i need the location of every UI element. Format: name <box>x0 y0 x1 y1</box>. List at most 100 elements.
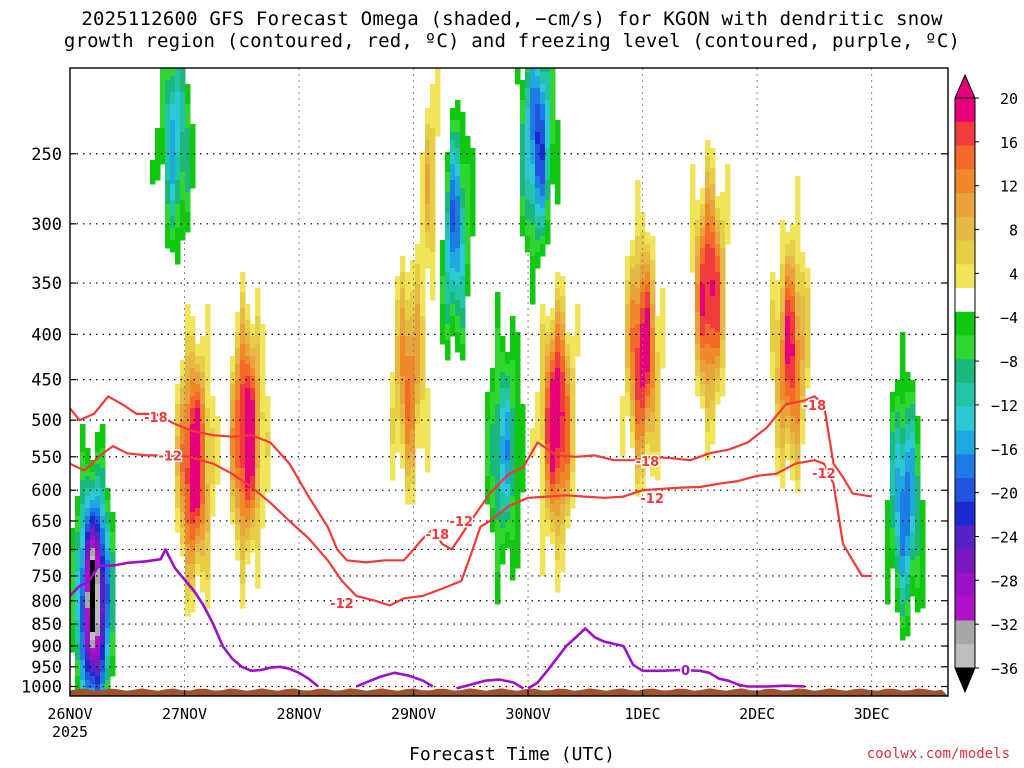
omega-cell <box>720 376 726 381</box>
omega-cell <box>170 192 176 197</box>
omega-cell <box>410 412 416 417</box>
omega-cell <box>430 232 436 237</box>
omega-cell <box>535 216 541 221</box>
omega-cell <box>465 200 471 205</box>
omega-cell <box>705 156 711 161</box>
omega-cell <box>645 368 651 373</box>
omega-cell <box>260 500 266 505</box>
omega-cell <box>180 548 186 553</box>
omega-cell <box>450 276 456 281</box>
omega-cell <box>390 400 396 405</box>
omega-cell <box>630 308 636 313</box>
omega-cell <box>540 92 546 97</box>
omega-cell <box>205 548 211 553</box>
omega-cell <box>450 304 456 309</box>
omega-cell <box>200 468 206 473</box>
omega-cell <box>775 332 781 337</box>
omega-cell <box>775 364 781 369</box>
omega-cell <box>205 464 211 469</box>
omega-cell <box>710 256 716 261</box>
omega-cell <box>255 448 261 453</box>
omega-cell <box>80 580 86 585</box>
omega-cell <box>575 336 581 341</box>
omega-cell <box>260 476 266 481</box>
omega-cell <box>450 308 456 313</box>
omega-cell <box>540 248 546 253</box>
omega-cell <box>710 436 716 441</box>
omega-cell <box>510 512 516 517</box>
omega-cell <box>95 528 101 533</box>
omega-cell <box>485 432 491 437</box>
omega-cell <box>570 356 576 361</box>
omega-cell <box>530 284 536 289</box>
omega-cell <box>205 480 211 485</box>
omega-cell <box>195 348 201 353</box>
omega-cell <box>490 376 496 381</box>
omega-cell <box>430 132 436 137</box>
omega-cell <box>255 556 261 561</box>
omega-cell <box>785 392 791 397</box>
omega-cell <box>420 292 426 297</box>
omega-cell <box>430 180 436 185</box>
omega-cell <box>465 180 471 185</box>
omega-cell <box>180 412 186 417</box>
omega-cell <box>785 448 791 453</box>
omega-cell <box>165 180 171 185</box>
omega-cell <box>165 140 171 145</box>
omega-cell <box>425 124 431 129</box>
omega-cell <box>400 284 406 289</box>
omega-cell <box>240 320 246 325</box>
omega-cell <box>245 436 251 441</box>
omega-cell <box>540 140 546 145</box>
omega-cell <box>470 180 476 185</box>
omega-cell <box>530 160 536 165</box>
omega-cell <box>570 468 576 473</box>
omega-cell <box>505 532 511 537</box>
omega-cell <box>420 344 426 349</box>
omega-cell <box>540 364 546 369</box>
omega-cell <box>560 552 566 557</box>
omega-cell <box>710 220 716 225</box>
omega-cell <box>450 184 456 189</box>
omega-cell <box>495 540 501 545</box>
omega-cell <box>700 364 706 369</box>
omega-cell <box>800 268 806 273</box>
omega-cell <box>75 680 81 685</box>
omega-cell <box>805 336 811 341</box>
omega-cell <box>790 224 796 229</box>
omega-cell <box>555 128 561 133</box>
omega-cell <box>520 480 526 485</box>
omega-cell <box>790 276 796 281</box>
omega-cell <box>185 308 191 313</box>
omega-cell <box>515 356 521 361</box>
omega-cell <box>245 308 251 313</box>
omega-cell <box>455 248 461 253</box>
omega-cell <box>710 416 716 421</box>
omega-cell <box>175 104 181 109</box>
omega-cell <box>90 532 96 537</box>
omega-cell <box>550 152 556 157</box>
omega-cell <box>95 560 101 565</box>
omega-cell <box>155 148 161 153</box>
omega-cell <box>520 116 526 121</box>
omega-cell <box>640 412 646 417</box>
omega-cell <box>100 508 106 513</box>
omega-cell <box>200 336 206 341</box>
omega-cell <box>210 484 216 489</box>
omega-cell <box>450 196 456 201</box>
omega-cell <box>175 152 181 157</box>
omega-cell <box>255 324 261 329</box>
omega-cell <box>795 348 801 353</box>
omega-cell <box>445 264 451 269</box>
omega-cell <box>715 236 721 241</box>
omega-cell <box>545 348 551 353</box>
omega-cell <box>420 172 426 177</box>
omega-cell <box>695 236 701 241</box>
omega-cell <box>780 404 786 409</box>
omega-cell <box>110 552 116 557</box>
omega-cell <box>775 348 781 353</box>
omega-cell <box>800 364 806 369</box>
omega-cell <box>800 320 806 325</box>
omega-cell <box>80 488 86 493</box>
omega-cell <box>795 368 801 373</box>
